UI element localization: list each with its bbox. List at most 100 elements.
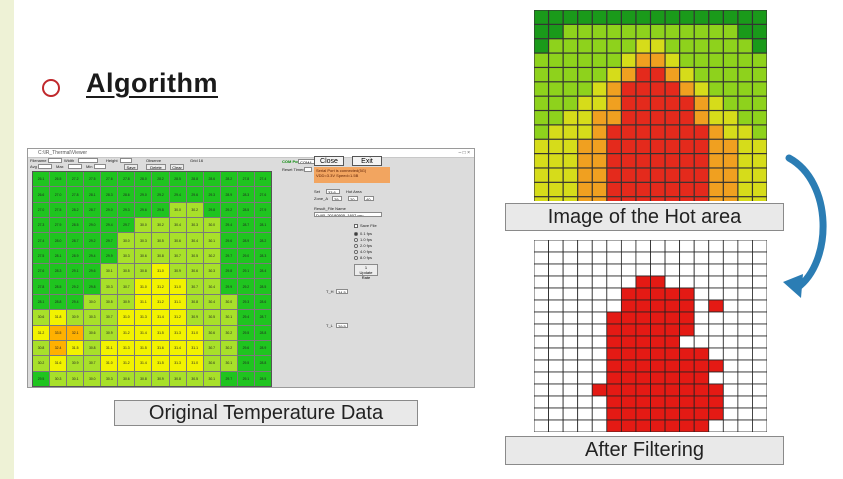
temperature-cell: 30.5: [101, 294, 118, 310]
rate-radio[interactable]: [354, 256, 358, 260]
temperature-cell: 29.2: [237, 279, 254, 294]
avg-field[interactable]: [38, 164, 52, 169]
filename-field[interactable]: [48, 158, 62, 163]
hot-area-cell: [723, 154, 738, 168]
temperature-cell: 27.8: [67, 187, 84, 202]
result-file-field[interactable]: D:\IR_20180505_1607.csv: [314, 212, 382, 217]
temperature-cell: 30.1: [203, 371, 220, 386]
rate-radio[interactable]: [354, 238, 358, 242]
filtered-cell: [664, 323, 681, 337]
temperature-cell: 31.0: [135, 279, 152, 294]
temperature-cell: 28.5: [169, 172, 186, 187]
t-low-field[interactable]: 29.5: [336, 323, 348, 328]
hot-area-cell: [709, 168, 723, 182]
temperature-cell: 30.3: [186, 218, 203, 233]
zone-field[interactable]: 29: [332, 196, 342, 201]
hot-count-field[interactable]: 20: [348, 196, 358, 201]
set-field[interactable]: 33.6: [326, 189, 340, 194]
filtered-cell: [679, 335, 695, 349]
filtered-cell: [722, 240, 739, 253]
temperature-cell: 30.0: [203, 218, 220, 233]
filtered-cell: [606, 323, 622, 337]
status-box: Serial Port is connected(5G) VDD=3.3V Sp…: [314, 167, 390, 183]
temperature-cell: 29.2: [84, 233, 101, 248]
hot-area-cell: [665, 96, 680, 110]
max-label: Max: [56, 164, 64, 169]
hot-area-cell: [723, 53, 738, 67]
max-field[interactable]: [68, 164, 82, 169]
rate-radio[interactable]: [354, 244, 358, 248]
hot-area-cell: [665, 125, 680, 139]
hot-area-cell: [607, 39, 621, 53]
temperature-cell: 31.2: [118, 356, 135, 371]
temperature-cell: 28.7: [84, 202, 101, 218]
filtered-cell: [737, 311, 753, 325]
hot-area-image: [534, 10, 767, 201]
delete-button[interactable]: Delete: [146, 164, 166, 170]
temperature-cell: 28.2: [67, 202, 84, 218]
filtered-cell: [708, 323, 724, 337]
height-field[interactable]: [120, 158, 132, 163]
hot-area-cell: [738, 139, 752, 154]
zone-extra-field[interactable]: 40: [364, 196, 374, 201]
hot-area-cell: [753, 68, 767, 82]
filtered-cell: [591, 371, 608, 385]
temperature-cell: 29.6: [237, 340, 254, 356]
hot-area-cell: [549, 154, 563, 168]
filtered-cell: [650, 383, 666, 397]
rate-radio[interactable]: [354, 250, 358, 254]
hot-area-cell: [694, 111, 709, 125]
save-button[interactable]: Save: [124, 164, 138, 170]
filtered-cell: [591, 383, 608, 397]
exit-button[interactable]: Exit: [352, 156, 382, 166]
filtered-cell: [650, 359, 666, 373]
filtered-cell: [620, 299, 637, 313]
hot-area-cell: [534, 168, 548, 182]
update-rate-button[interactable]: 1 Update Rate: [354, 264, 378, 280]
hot-area-cell: [738, 96, 752, 110]
hot-area-cell: [607, 111, 621, 125]
hot-area-cell: [549, 168, 563, 182]
filtered-cell: [548, 287, 564, 301]
filtered-cell: [752, 323, 767, 337]
hot-area-cell: [592, 96, 607, 110]
reset-timer-field[interactable]: [304, 167, 312, 172]
hot-area-cell: [563, 39, 578, 53]
hot-area-cell: [592, 53, 607, 67]
min-field[interactable]: [94, 164, 106, 169]
temperature-cell: 27.6: [101, 172, 118, 187]
hot-area-cell: [563, 24, 578, 39]
hot-area-cell: [621, 197, 636, 201]
temperature-cell: 30.9: [169, 264, 186, 279]
hot-area-cell: [534, 68, 548, 82]
temperature-cell: 31.3: [169, 356, 186, 371]
close-button[interactable]: Close: [314, 156, 344, 166]
filtered-cell: [708, 371, 724, 385]
filtered-cell: [708, 335, 724, 349]
filtered-cell: [620, 395, 637, 409]
filtered-cell: [722, 299, 739, 313]
hot-area-cell: [680, 24, 694, 39]
hot-area-cell: [549, 53, 563, 67]
filtered-cell: [722, 275, 739, 289]
rate-radio[interactable]: [354, 232, 358, 236]
temperature-cell: 28.8: [50, 294, 67, 310]
temperature-cell: 31.5: [152, 325, 169, 340]
filtered-cell: [635, 371, 651, 385]
temperature-cell: 31.0: [186, 325, 203, 340]
filtered-cell: [693, 240, 710, 253]
status-line: VDD=3.3V Speed=1.5B: [316, 173, 359, 178]
hot-area-cell: [665, 154, 680, 168]
save-file-checkbox[interactable]: [354, 224, 358, 228]
filtered-image: [534, 240, 767, 432]
temperature-cell: 29.5: [237, 325, 254, 340]
hot-area-cell: [709, 68, 723, 82]
filtered-cell: [752, 371, 767, 385]
hot-area-cell: [563, 125, 578, 139]
temperature-cell: 26.5: [50, 172, 67, 187]
window-controls[interactable]: – □ ×: [458, 150, 471, 156]
width-field[interactable]: [78, 158, 98, 163]
filtered-cell: [577, 383, 593, 397]
clear-button[interactable]: Clear: [170, 164, 184, 170]
t-high-field[interactable]: 34.5: [336, 289, 348, 294]
